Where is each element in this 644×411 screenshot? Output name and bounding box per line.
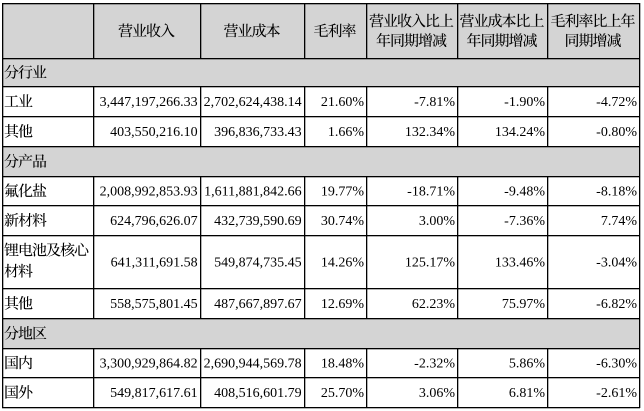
svg-text:2,008,992,853.93: 2,008,992,853.93 bbox=[100, 185, 198, 200]
svg-text:132.34%: 132.34% bbox=[405, 125, 456, 140]
svg-text:2,690,944,569.78: 2,690,944,569.78 bbox=[204, 357, 302, 372]
svg-text:21.60%: 21.60% bbox=[321, 95, 365, 110]
svg-text:641,311,691.58: 641,311,691.58 bbox=[111, 256, 198, 271]
svg-text:133.46%: 133.46% bbox=[495, 256, 546, 271]
svg-text:134.24%: 134.24% bbox=[495, 125, 546, 140]
svg-text:-6.82%: -6.82% bbox=[596, 297, 637, 312]
svg-text:25.70%: 25.70% bbox=[321, 386, 365, 401]
svg-text:7.74%: 7.74% bbox=[601, 214, 638, 229]
svg-text:396,836,733.43: 396,836,733.43 bbox=[214, 125, 302, 140]
svg-text:-1.90%: -1.90% bbox=[504, 95, 545, 110]
svg-text:558,575,801.45: 558,575,801.45 bbox=[110, 297, 198, 312]
svg-text:-8.18%: -8.18% bbox=[596, 185, 637, 200]
svg-text:19.77%: 19.77% bbox=[321, 185, 365, 200]
svg-text:432,739,590.69: 432,739,590.69 bbox=[214, 214, 302, 229]
svg-text:5.86%: 5.86% bbox=[509, 357, 546, 372]
svg-text:408,516,601.79: 408,516,601.79 bbox=[214, 386, 302, 401]
svg-text:-9.48%: -9.48% bbox=[504, 185, 545, 200]
svg-text:1,611,881,842.66: 1,611,881,842.66 bbox=[204, 185, 301, 200]
svg-text:-7.81%: -7.81% bbox=[414, 95, 455, 110]
svg-text:12.69%: 12.69% bbox=[321, 297, 365, 312]
svg-text:549,817,617.61: 549,817,617.61 bbox=[110, 386, 198, 401]
svg-text:-4.72%: -4.72% bbox=[596, 95, 637, 110]
svg-text:-7.36%: -7.36% bbox=[504, 214, 545, 229]
svg-text:3,300,929,864.82: 3,300,929,864.82 bbox=[100, 357, 198, 372]
svg-text:125.17%: 125.17% bbox=[405, 256, 456, 271]
svg-text:624,796,626.07: 624,796,626.07 bbox=[110, 214, 198, 229]
svg-text:3.00%: 3.00% bbox=[419, 214, 456, 229]
svg-text:3,447,197,266.33: 3,447,197,266.33 bbox=[100, 95, 198, 110]
svg-text:3.06%: 3.06% bbox=[419, 386, 456, 401]
svg-text:30.74%: 30.74% bbox=[321, 214, 365, 229]
svg-text:2,702,624,438.14: 2,702,624,438.14 bbox=[204, 95, 302, 110]
svg-text:18.48%: 18.48% bbox=[321, 357, 365, 372]
svg-text:-6.30%: -6.30% bbox=[596, 357, 637, 372]
svg-text:62.23%: 62.23% bbox=[412, 297, 456, 312]
svg-text:-18.71%: -18.71% bbox=[407, 185, 455, 200]
svg-text:-2.32%: -2.32% bbox=[414, 357, 455, 372]
svg-text:487,667,897.67: 487,667,897.67 bbox=[214, 297, 302, 312]
svg-text:14.26%: 14.26% bbox=[321, 256, 365, 271]
svg-text:-0.80%: -0.80% bbox=[596, 125, 637, 140]
svg-text:75.97%: 75.97% bbox=[502, 297, 546, 312]
svg-text:-3.04%: -3.04% bbox=[596, 256, 637, 271]
svg-text:-2.61%: -2.61% bbox=[596, 386, 637, 401]
svg-text:403,550,216.10: 403,550,216.10 bbox=[110, 125, 198, 140]
svg-text:549,874,735.45: 549,874,735.45 bbox=[214, 256, 302, 271]
svg-text:6.81%: 6.81% bbox=[509, 386, 546, 401]
svg-text:1.66%: 1.66% bbox=[328, 125, 365, 140]
